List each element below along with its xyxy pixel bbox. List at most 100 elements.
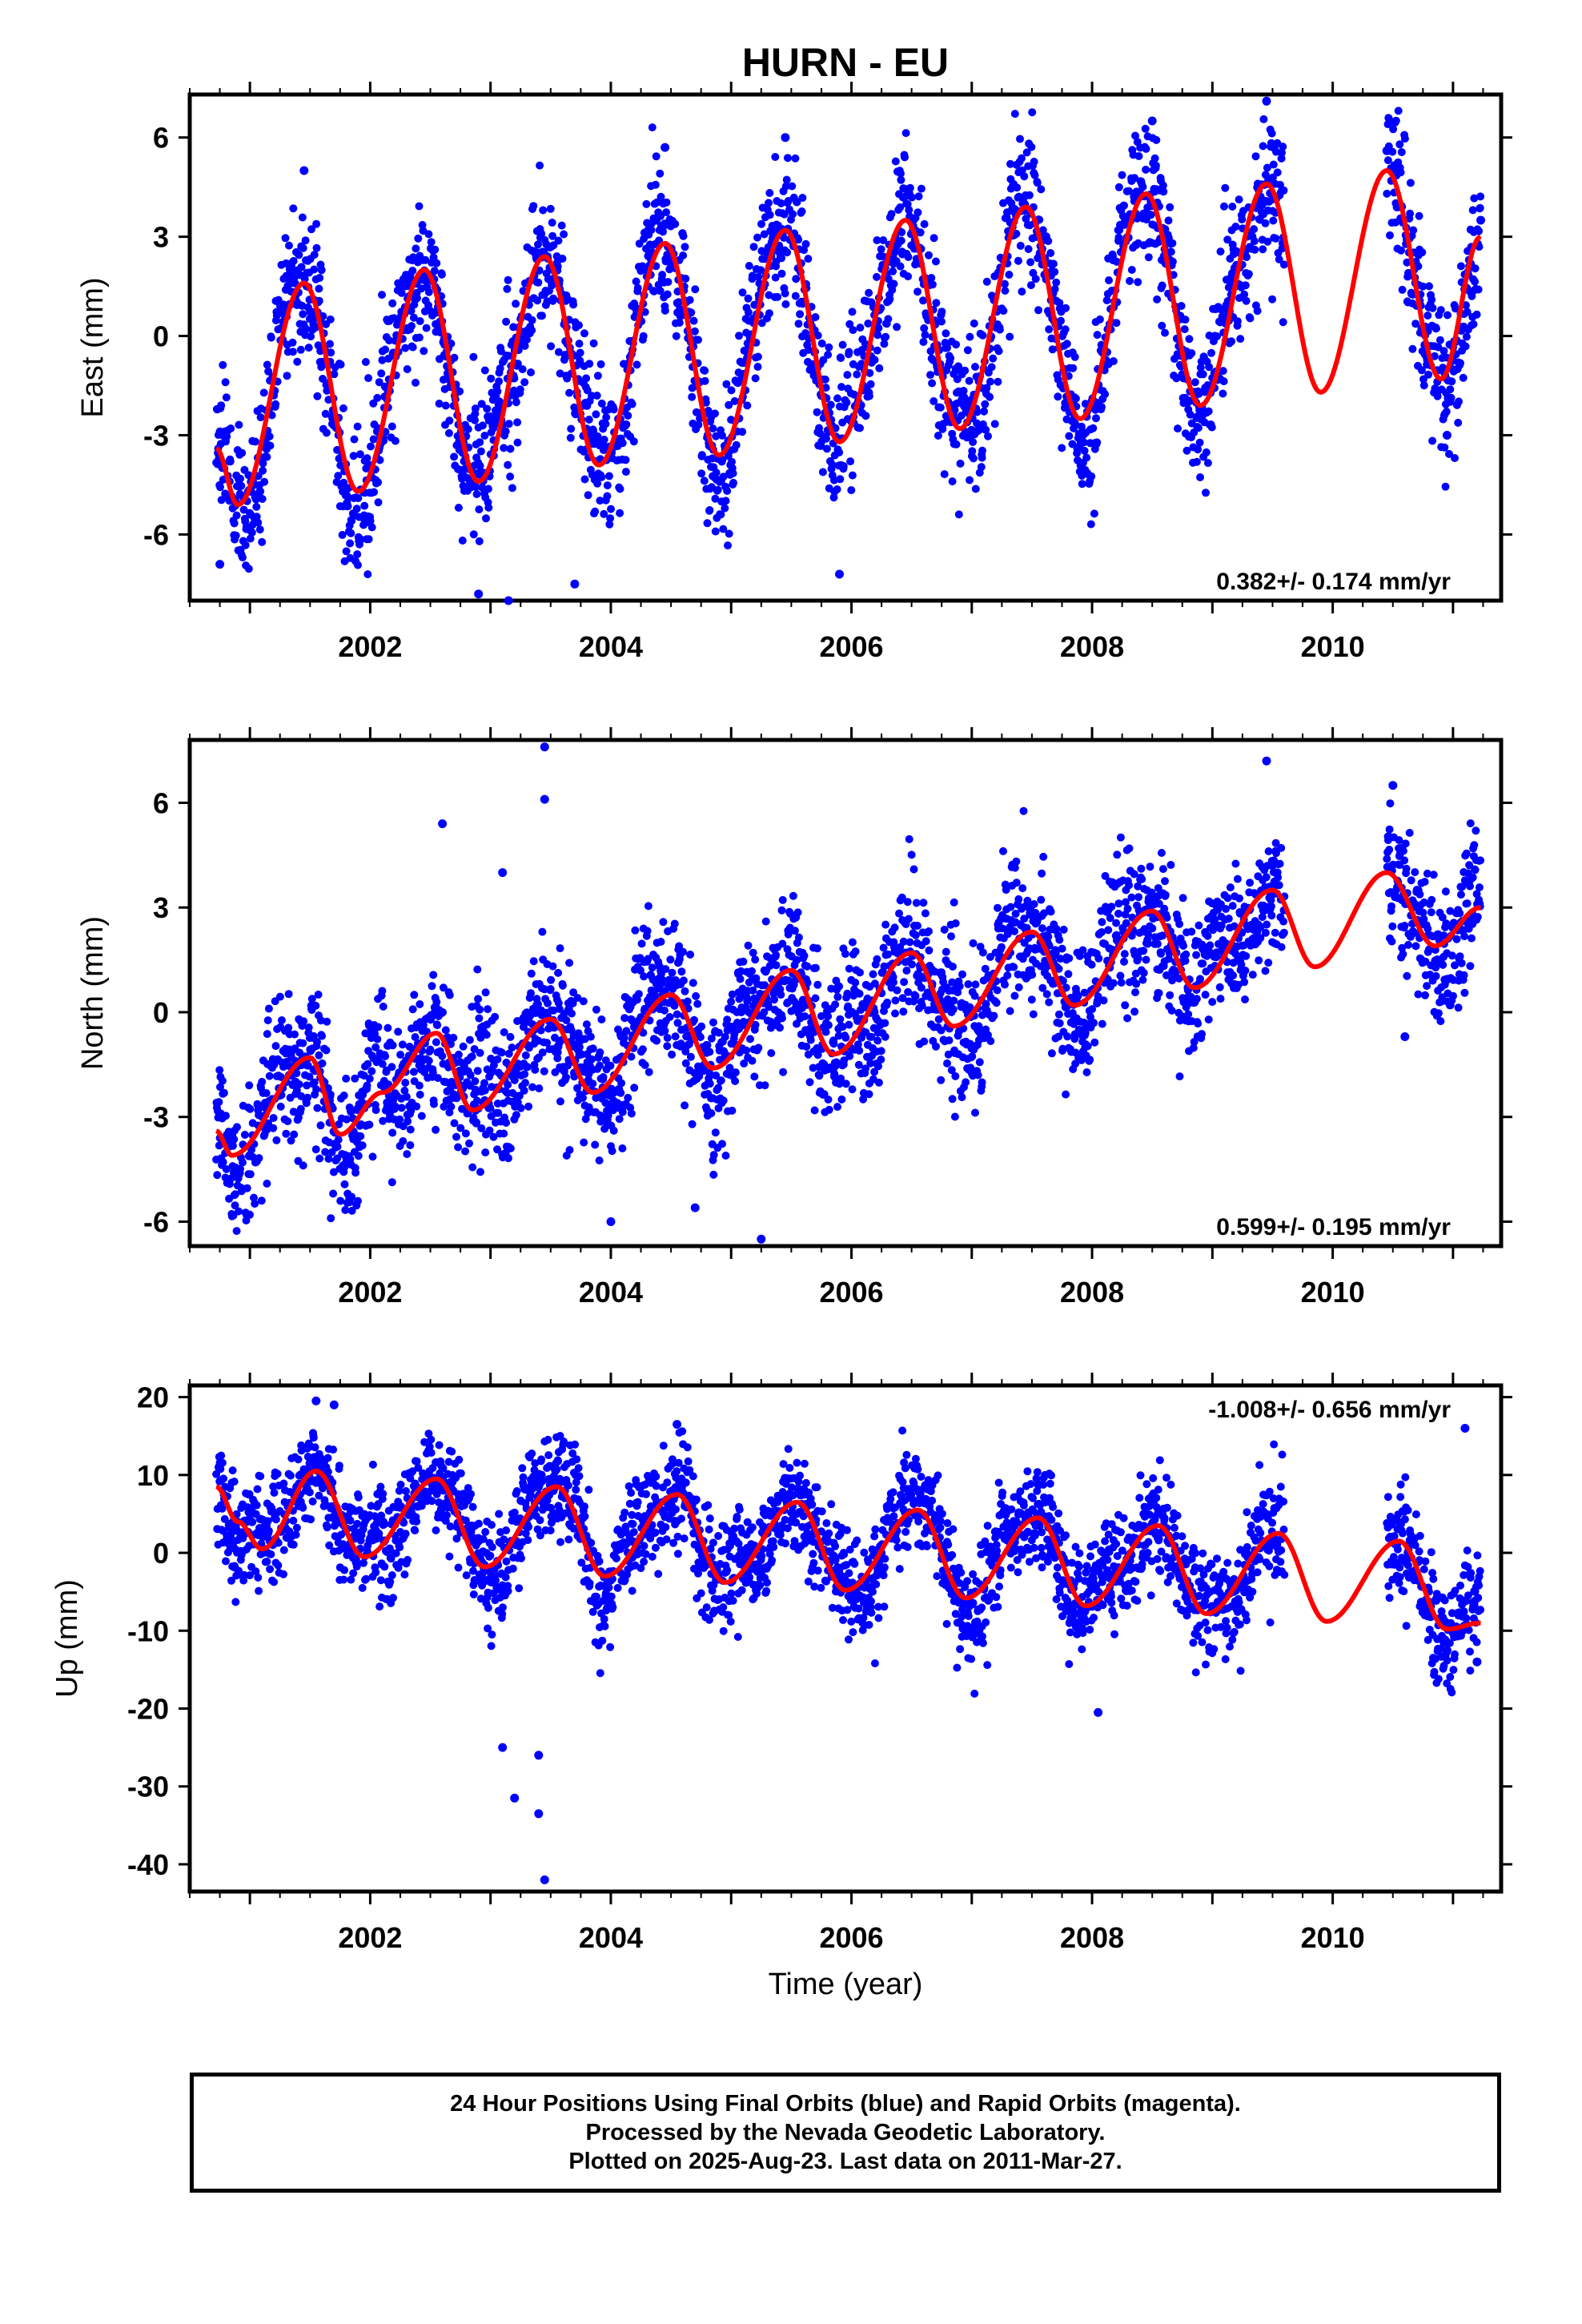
north-point: [497, 1048, 506, 1057]
east-point: [725, 529, 733, 538]
east-point: [1024, 245, 1033, 253]
east-point: [1168, 239, 1177, 247]
east-point: [885, 295, 894, 304]
east-point: [600, 436, 608, 444]
east-point: [1070, 352, 1079, 361]
east-point: [412, 378, 420, 387]
east-point: [889, 267, 897, 275]
north-point: [1121, 1001, 1130, 1010]
east-point: [875, 364, 884, 372]
north-point: [263, 1030, 271, 1039]
east-point: [1442, 408, 1451, 416]
east-point: [607, 505, 615, 513]
north-point: [1028, 971, 1037, 979]
east-point: [247, 528, 256, 537]
east-point: [836, 475, 845, 484]
east-point: [1049, 259, 1058, 268]
east-point: [251, 437, 259, 446]
east-point: [796, 310, 805, 319]
north-point: [342, 1074, 351, 1083]
east-point: [297, 263, 306, 271]
east-point: [484, 503, 493, 512]
east-point: [897, 175, 905, 184]
north-point: [890, 923, 899, 932]
east-point: [978, 453, 986, 462]
east-point: [711, 409, 719, 418]
east-point: [987, 363, 996, 372]
east-point: [576, 348, 584, 357]
east-point: [981, 400, 990, 408]
north-point: [396, 1051, 405, 1059]
east-point: [744, 308, 753, 316]
north-point: [902, 967, 911, 975]
north-point: [1104, 926, 1113, 935]
east-point: [367, 442, 375, 451]
north-point: [1083, 1042, 1092, 1051]
north-point: [686, 951, 695, 959]
east-point: [312, 243, 321, 252]
north-point: [652, 1036, 661, 1045]
east-point: [254, 518, 263, 527]
east-point: [1037, 185, 1046, 194]
north-point: [1113, 850, 1122, 859]
north-point: [500, 1129, 508, 1138]
north-point: [246, 1104, 255, 1113]
north-point: [648, 963, 656, 972]
east-point: [1220, 202, 1228, 211]
east-point: [1142, 144, 1150, 153]
north-point: [714, 1084, 723, 1092]
east-point: [728, 457, 736, 466]
east-point: [727, 386, 736, 395]
east-point: [848, 471, 857, 480]
north-point: [504, 1080, 512, 1089]
east-point: [1089, 424, 1098, 432]
north-point: [439, 1008, 448, 1017]
north-point: [1012, 857, 1021, 866]
north-point: [994, 903, 1002, 912]
north-point: [1090, 1038, 1099, 1047]
east-point: [424, 287, 433, 296]
east-point: [913, 208, 922, 217]
east-point: [441, 401, 450, 410]
east-point: [901, 153, 909, 162]
east-point: [251, 495, 260, 504]
east-point: [658, 271, 667, 279]
north-point: [721, 1152, 730, 1160]
east-point: [1141, 124, 1150, 133]
north-point: [767, 1049, 776, 1057]
north-point: [661, 1027, 669, 1035]
north-point: [707, 1109, 716, 1118]
north-point: [968, 1052, 977, 1061]
north-point: [277, 1016, 286, 1024]
north-point: [429, 971, 438, 979]
east-point: [471, 404, 480, 413]
east-point: [1114, 183, 1123, 191]
east-point: [835, 448, 844, 456]
east-point: [364, 374, 373, 383]
east-point: [1242, 296, 1251, 305]
east-point: [476, 447, 485, 456]
east-point: [361, 358, 370, 366]
east-point: [792, 275, 801, 283]
north-point: [481, 1148, 490, 1157]
east-point: [1436, 306, 1445, 315]
north-point: [461, 1147, 470, 1156]
north-point: [790, 927, 799, 935]
east-point: [781, 182, 790, 191]
east-point: [1273, 168, 1282, 177]
north-point: [245, 1081, 254, 1090]
east-point: [478, 421, 487, 430]
east-point: [891, 157, 900, 166]
north-point: [750, 1072, 759, 1081]
east-point: [804, 255, 813, 263]
east-point: [299, 166, 309, 175]
east-point: [520, 378, 529, 387]
north-point: [272, 1136, 281, 1144]
east-point: [1440, 443, 1449, 452]
east-point: [604, 472, 613, 480]
east-point: [694, 336, 702, 344]
north-point: [673, 1019, 682, 1027]
east-point: [513, 418, 522, 427]
east-point: [1406, 209, 1415, 218]
north-point: [1094, 954, 1103, 963]
